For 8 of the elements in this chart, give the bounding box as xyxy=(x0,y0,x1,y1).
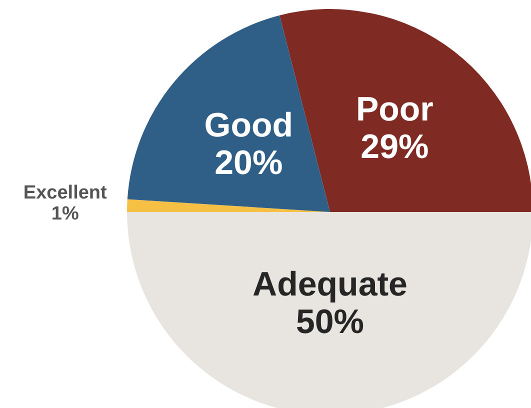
data-label: 50% xyxy=(296,302,364,341)
slice-label: Adequate xyxy=(252,265,408,304)
data-label: 20% xyxy=(214,144,283,182)
data-label: 1% xyxy=(51,204,79,225)
slice-label: Excellent xyxy=(23,182,108,204)
slice-label: Good xyxy=(204,106,294,145)
data-label: 29% xyxy=(360,128,429,166)
slice-label: Poor xyxy=(356,90,434,129)
